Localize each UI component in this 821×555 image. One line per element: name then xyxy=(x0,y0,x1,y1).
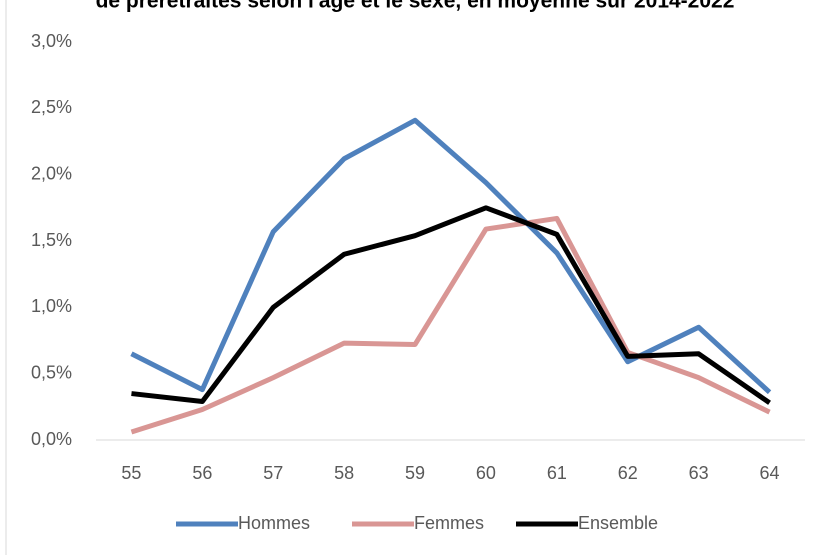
y-tick-label: 0,5% xyxy=(31,362,72,382)
y-tick-label: 1,5% xyxy=(31,230,72,250)
x-tick-label: 58 xyxy=(334,463,354,483)
y-tick-label: 3,0% xyxy=(31,31,72,51)
series-line xyxy=(130,215,771,435)
x-tick-label: 56 xyxy=(192,463,212,483)
y-tick-label: 0,0% xyxy=(31,429,72,449)
y-tick-label: 1,0% xyxy=(31,296,72,316)
x-tick-label: 62 xyxy=(618,463,638,483)
x-tick-label: 64 xyxy=(760,463,780,483)
x-tick-label: 61 xyxy=(547,463,567,483)
x-tick-label: 57 xyxy=(263,463,283,483)
series-line xyxy=(130,117,772,395)
legend-label: Femmes xyxy=(414,513,484,533)
series-line xyxy=(131,205,771,405)
x-tick-label: 59 xyxy=(405,463,425,483)
chart-title: de préretraités selon l'âge et le sexe, … xyxy=(96,0,735,13)
x-tick-label: 60 xyxy=(476,463,496,483)
legend-label: Ensemble xyxy=(578,513,658,533)
y-tick-label: 2,5% xyxy=(31,97,72,117)
y-tick-label: 2,0% xyxy=(31,163,72,183)
x-tick-label: 63 xyxy=(689,463,709,483)
x-tick-label: 55 xyxy=(121,463,141,483)
legend-label: Hommes xyxy=(238,513,310,533)
